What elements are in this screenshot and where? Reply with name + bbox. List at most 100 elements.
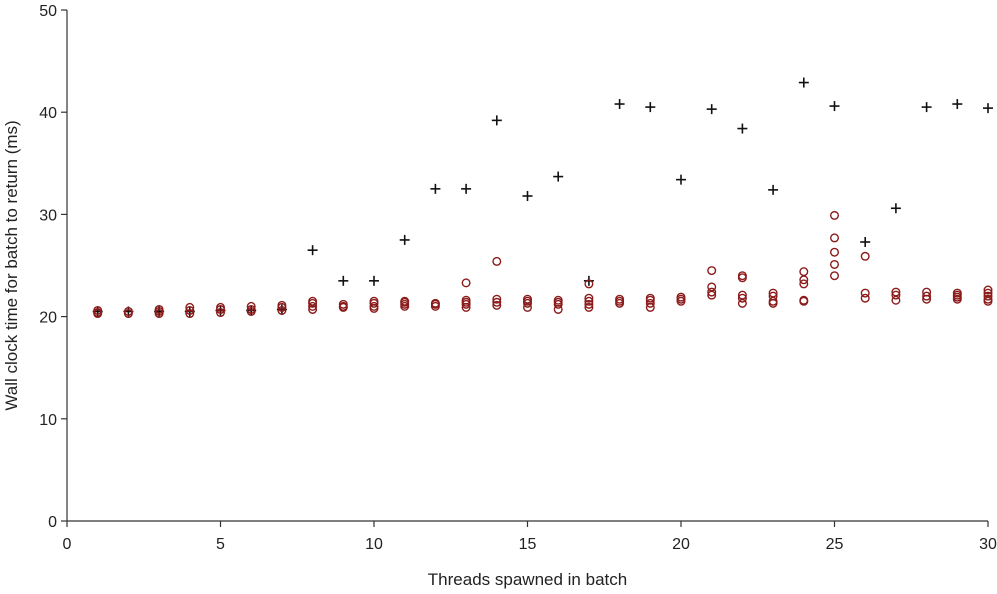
circle-point bbox=[246, 304, 256, 314]
circle-point bbox=[185, 305, 195, 315]
data-points bbox=[92, 77, 993, 319]
circle-point bbox=[737, 293, 747, 303]
x-tick-label: 15 bbox=[519, 536, 537, 553]
plus-point bbox=[338, 275, 349, 286]
circle-point bbox=[615, 294, 625, 304]
circle-point bbox=[308, 296, 318, 306]
circle-point bbox=[830, 247, 840, 257]
circle-point bbox=[277, 300, 287, 310]
plus-point bbox=[768, 184, 779, 195]
circle-point bbox=[277, 305, 287, 315]
circle-point bbox=[768, 288, 778, 298]
circle-point bbox=[492, 294, 502, 304]
circle-point bbox=[676, 292, 686, 302]
x-axis-title: Threads spawned in batch bbox=[428, 570, 627, 589]
plus-point bbox=[890, 203, 901, 214]
circle-point bbox=[308, 301, 318, 311]
circle-point bbox=[430, 298, 440, 308]
circle-point bbox=[860, 251, 870, 261]
y-tick-label: 0 bbox=[48, 514, 57, 531]
circle-point bbox=[553, 295, 563, 305]
circle-point bbox=[584, 299, 594, 309]
plus-point bbox=[645, 102, 656, 113]
circle-point bbox=[185, 309, 195, 319]
circle-point bbox=[860, 293, 870, 303]
circle-point bbox=[983, 291, 993, 301]
circle-point bbox=[645, 298, 655, 308]
circle-point bbox=[492, 256, 502, 266]
circle-point bbox=[246, 301, 256, 311]
plus-point bbox=[553, 171, 564, 182]
circle-point bbox=[799, 267, 809, 277]
circle-point bbox=[584, 302, 594, 312]
circle-point bbox=[369, 296, 379, 306]
plus-point bbox=[522, 191, 533, 202]
circle-point bbox=[400, 296, 410, 306]
circle-point bbox=[215, 302, 225, 312]
plus-point bbox=[737, 123, 748, 134]
circle-point bbox=[461, 295, 471, 305]
plus-point bbox=[706, 104, 717, 115]
plus-point bbox=[583, 275, 594, 286]
circle-point bbox=[799, 295, 809, 305]
circle-point bbox=[123, 306, 133, 316]
y-tick-label: 40 bbox=[39, 105, 57, 122]
circle-point bbox=[830, 210, 840, 220]
circle-point bbox=[584, 296, 594, 306]
y-axis-title: Wall clock time for batch to return (ms) bbox=[2, 120, 21, 410]
y-tick-label: 50 bbox=[39, 3, 57, 20]
plus-point bbox=[921, 102, 932, 113]
circle-point bbox=[369, 301, 379, 311]
circle-point bbox=[584, 279, 594, 289]
plus-point bbox=[430, 183, 441, 194]
plus-point bbox=[952, 99, 963, 110]
plus-point bbox=[399, 234, 410, 245]
circle-point bbox=[93, 305, 103, 315]
circle-point bbox=[830, 233, 840, 243]
circle-point bbox=[338, 299, 348, 309]
axes bbox=[61, 9, 989, 527]
circle-point bbox=[737, 271, 747, 281]
circle-point bbox=[707, 287, 717, 297]
circle-point bbox=[983, 288, 993, 298]
circle-point bbox=[461, 278, 471, 288]
circle-point bbox=[707, 282, 717, 292]
circle-point bbox=[830, 271, 840, 281]
circle-point bbox=[707, 266, 717, 276]
plus-point bbox=[860, 236, 871, 247]
circle-point bbox=[983, 285, 993, 295]
x-tick-label: 30 bbox=[979, 536, 997, 553]
plus-point bbox=[369, 275, 379, 286]
circle-point bbox=[860, 288, 870, 298]
circle-point bbox=[492, 300, 502, 310]
plus-point bbox=[676, 174, 686, 185]
x-tick-label: 20 bbox=[672, 536, 690, 553]
circle-point bbox=[922, 287, 932, 297]
circle-point bbox=[492, 297, 502, 307]
circle-point bbox=[737, 290, 747, 300]
plus-point bbox=[798, 77, 809, 88]
plus-point bbox=[983, 103, 993, 114]
circle-point bbox=[830, 259, 840, 269]
plus-point bbox=[461, 183, 472, 194]
circle-point bbox=[799, 279, 809, 289]
plus-point bbox=[829, 101, 840, 112]
y-tick-label: 10 bbox=[39, 412, 57, 429]
circle-point bbox=[952, 288, 962, 298]
circle-point bbox=[891, 290, 901, 300]
tick-labels: 0 5 10 15 20 25 30 0 10 20 30 40 50 bbox=[39, 3, 997, 553]
x-tick-label: 5 bbox=[216, 536, 225, 553]
circle-point bbox=[185, 302, 195, 312]
circle-point bbox=[154, 304, 164, 314]
circle-point bbox=[584, 293, 594, 303]
circle-point bbox=[983, 294, 993, 304]
circle-point bbox=[215, 308, 225, 318]
x-tick-label: 0 bbox=[63, 536, 72, 553]
circle-point bbox=[523, 294, 533, 304]
x-tick-label: 25 bbox=[826, 536, 844, 553]
circle-point bbox=[768, 291, 778, 301]
y-tick-label: 20 bbox=[39, 310, 57, 327]
y-tick-label: 30 bbox=[39, 207, 57, 224]
